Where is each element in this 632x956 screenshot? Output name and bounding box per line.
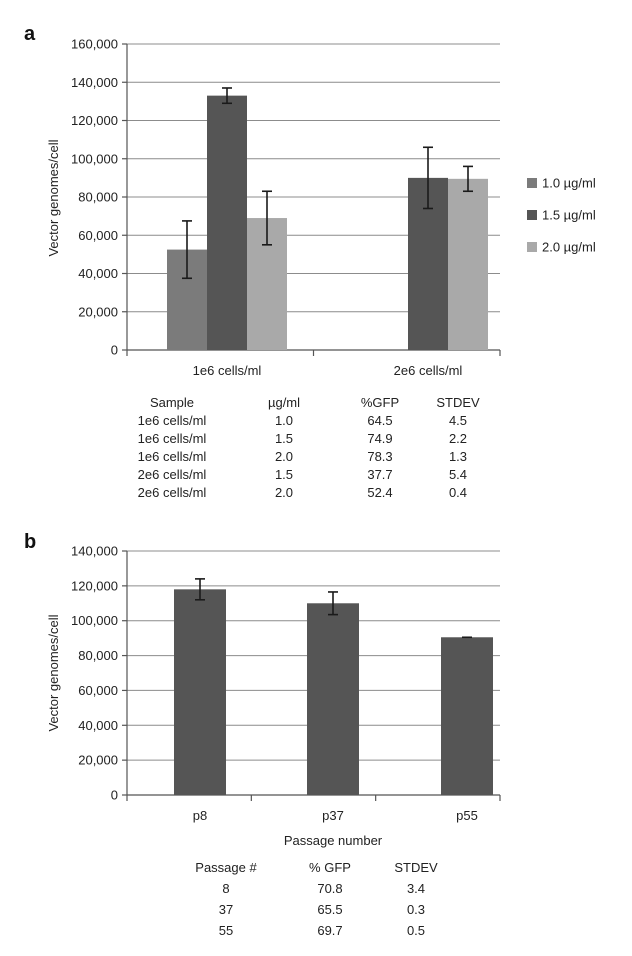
panel-b-y-axis-title: Vector genomes/cell <box>46 614 61 731</box>
table-cell: 1e6 cells/ml <box>138 413 207 428</box>
y-tick-label: 40,000 <box>78 266 118 281</box>
y-tick-label: 160,000 <box>71 37 118 52</box>
category-label: p8 <box>193 808 207 823</box>
y-tick-label: 60,000 <box>78 683 118 698</box>
y-tick-label: 0 <box>111 788 118 803</box>
y-tick-label: 80,000 <box>78 190 118 205</box>
table-cell: 37.7 <box>367 467 392 482</box>
panel-b: b 0 20,000 40,000 60,000 80,000 100,000 120,00… <box>24 531 501 938</box>
panel-a-bars <box>167 87 488 350</box>
panel-b-y-tick-labels: 0 20,000 40,000 60,000 80,000 100,000 120,000 1… <box>71 544 118 803</box>
bar <box>307 603 359 795</box>
y-tick-label: 120,000 <box>71 578 118 593</box>
y-tick-label: 0 <box>111 343 118 358</box>
table-cell: 74.9 <box>367 431 392 446</box>
legend-swatch <box>527 178 537 188</box>
y-tick-label: 20,000 <box>78 304 118 319</box>
y-tick-label: 80,000 <box>78 648 118 663</box>
y-tick-label: 140,000 <box>71 75 118 90</box>
y-tick-label: 100,000 <box>71 613 118 628</box>
table-cell: 0.4 <box>449 485 467 500</box>
table-header: % GFP <box>309 860 351 875</box>
panel-a-category-labels: 1e6 cells/ml 2e6 cells/ml <box>193 363 463 378</box>
bar <box>448 178 488 350</box>
table-cell: 70.8 <box>317 881 342 896</box>
panel-a-table: Sample µg/ml %GFP STDEV 1e6 cells/ml 1.0 64.5 4… <box>138 395 480 500</box>
table-cell: 1e6 cells/ml <box>138 449 207 464</box>
table-cell: 52.4 <box>367 485 392 500</box>
table-cell: 2.2 <box>449 431 467 446</box>
y-tick-label: 120,000 <box>71 113 118 128</box>
panel-b-x-axis-title: Passage number <box>284 833 383 848</box>
panel-b-category-labels: p8 p37 p55 <box>193 808 478 823</box>
panel-a-letter: a <box>24 23 36 45</box>
y-tick-label: 20,000 <box>78 753 118 768</box>
table-cell: 37 <box>219 902 233 917</box>
legend-swatch <box>527 242 537 252</box>
table-cell: 1e6 cells/ml <box>138 431 207 446</box>
table-cell: 55 <box>219 923 233 938</box>
table-cell: 2e6 cells/ml <box>138 467 207 482</box>
panel-b-bars <box>174 578 493 795</box>
panel-a-y-tick-labels: 0 20,000 40,000 60,000 80,000 100,000 120,000 1… <box>71 37 118 358</box>
table-cell: 2e6 cells/ml <box>138 485 207 500</box>
category-label: 1e6 cells/ml <box>193 363 262 378</box>
table-cell: 8 <box>222 881 229 896</box>
table-cell: 78.3 <box>367 449 392 464</box>
table-header: %GFP <box>361 395 399 410</box>
bar <box>207 95 247 350</box>
y-tick-label: 60,000 <box>78 228 118 243</box>
panel-a: a 0 20,000 40,000 60,000 80,000 100,000 120,00… <box>24 23 596 500</box>
legend-label: 2.0 µg/ml <box>542 240 596 255</box>
table-header: STDEV <box>394 860 438 875</box>
y-tick-label: 100,000 <box>71 151 118 166</box>
table-cell: 64.5 <box>367 413 392 428</box>
panel-b-letter: b <box>24 531 36 553</box>
table-header: µg/ml <box>268 395 300 410</box>
category-label: p55 <box>456 808 478 823</box>
bar <box>441 637 493 795</box>
table-cell: 1.0 <box>275 413 293 428</box>
table-header: Sample <box>150 395 194 410</box>
panel-b-table: Passage # % GFP STDEV 8 70.8 3.4 37 65.5 0.3 55 69… <box>195 860 438 938</box>
table-cell: 1.3 <box>449 449 467 464</box>
table-cell: 2.0 <box>275 449 293 464</box>
table-cell: 0.3 <box>407 902 425 917</box>
y-tick-label: 140,000 <box>71 544 118 559</box>
table-cell: 65.5 <box>317 902 342 917</box>
panel-a-y-axis-title: Vector genomes/cell <box>46 139 61 256</box>
table-cell: 4.5 <box>449 413 467 428</box>
legend-swatch <box>527 210 537 220</box>
category-label: p37 <box>322 808 344 823</box>
table-cell: 1.5 <box>275 467 293 482</box>
panel-a-legend: 1.0 µg/ml 1.5 µg/ml 2.0 µg/ml <box>527 176 596 255</box>
bar <box>174 589 226 795</box>
y-tick-label: 40,000 <box>78 718 118 733</box>
table-header: STDEV <box>436 395 480 410</box>
table-cell: 1.5 <box>275 431 293 446</box>
table-header: Passage # <box>195 860 257 875</box>
table-cell: 0.5 <box>407 923 425 938</box>
table-cell: 5.4 <box>449 467 467 482</box>
category-label: 2e6 cells/ml <box>394 363 463 378</box>
table-cell: 2.0 <box>275 485 293 500</box>
table-cell: 69.7 <box>317 923 342 938</box>
legend-label: 1.5 µg/ml <box>542 208 596 223</box>
table-cell: 3.4 <box>407 881 425 896</box>
legend-label: 1.0 µg/ml <box>542 176 596 191</box>
